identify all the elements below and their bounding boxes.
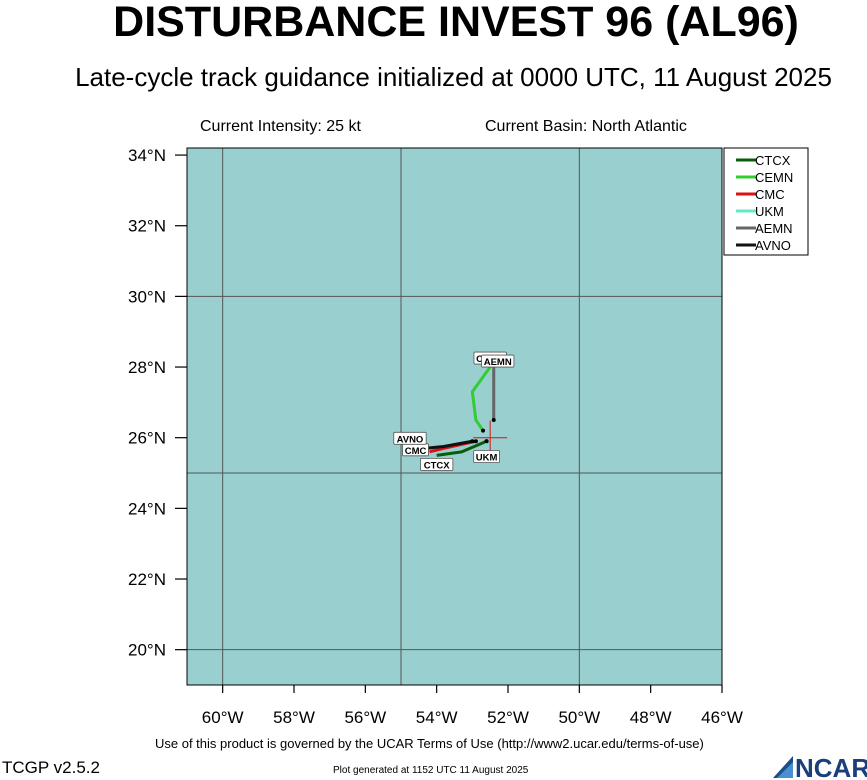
- track-ctcx: [436, 439, 488, 457]
- x-tick-label: 48°W: [630, 708, 672, 727]
- track-avno: [425, 439, 473, 450]
- track-start-marker: [470, 439, 475, 444]
- legend-label-ukm: UKM: [755, 204, 784, 219]
- x-tick-label: 60°W: [202, 708, 244, 727]
- track-end-label: AVNO: [397, 434, 424, 445]
- legend-label-cemn: CEMN: [755, 170, 793, 185]
- track-start-marker: [491, 418, 496, 423]
- track-end-label: CMC: [405, 446, 427, 457]
- track-end-label: UKM: [476, 453, 498, 464]
- ncar-logo: NCAR: [773, 753, 867, 780]
- x-tick-label: 56°W: [344, 708, 386, 727]
- current-basin-label: Current Basin: North Atlantic: [485, 118, 687, 135]
- track-end-label: CTCX: [424, 460, 451, 471]
- track-cemn: [470, 366, 492, 432]
- x-tick-label: 58°W: [273, 708, 315, 727]
- track-end-label-box: [473, 450, 500, 463]
- legend-box: [723, 147, 809, 256]
- map-axes: 60°W 58°W 56°W 54°W 52°W 50°W 48°W 46°W 20°N 22°N…: [128, 146, 743, 727]
- y-tick-label: 22°N: [128, 570, 166, 589]
- map-plot-area: [186, 147, 723, 686]
- chart-title: DISTURBANCE INVEST 96 (AL96): [113, 0, 799, 46]
- legend-label-aemn: AEMN: [755, 221, 793, 236]
- legend-label-avno: AVNO: [755, 238, 791, 253]
- track-end-label-box: [420, 457, 454, 471]
- y-tick-label: 20°N: [128, 641, 166, 660]
- track-end-label-box: [393, 431, 427, 445]
- ocean-background: [187, 148, 722, 685]
- ncar-logo-text: NCAR: [795, 753, 867, 780]
- generated-timestamp: Plot generated at 1152 UTC 11 August 202…: [333, 765, 529, 776]
- x-tick-label: 54°W: [416, 708, 458, 727]
- plot-border: [186, 147, 723, 686]
- y-tick-label: 30°N: [128, 287, 166, 306]
- track-end-label: AEMN: [484, 357, 512, 368]
- track-start-marker: [484, 439, 489, 444]
- track-start-marker: [473, 439, 478, 444]
- current-intensity-label: Current Intensity: 25 kt: [200, 118, 361, 135]
- legend: CTCX CEMN CMC UKM AEMN AVNO: [723, 147, 809, 256]
- legend-label-cmc: CMC: [755, 187, 785, 202]
- terms-of-use: Use of this product is governed by the U…: [155, 736, 704, 751]
- y-tick-label: 24°N: [128, 499, 166, 518]
- track-end-label-box: [481, 354, 515, 368]
- y-tick-label: 34°N: [128, 146, 166, 165]
- track-start-marker: [481, 428, 486, 433]
- x-tick-label: 46°W: [701, 708, 743, 727]
- y-tick-label: 32°N: [128, 217, 166, 236]
- version-label: TCGP v2.5.2: [2, 758, 100, 777]
- chart-subtitle: Late-cycle track guidance initialized at…: [75, 62, 832, 92]
- y-tick-label: 26°N: [128, 429, 166, 448]
- x-tick-label: 52°W: [487, 708, 529, 727]
- y-tick-label: 28°N: [128, 358, 166, 377]
- legend-label-ctcx: CTCX: [755, 153, 791, 168]
- x-tick-label: 50°W: [558, 708, 600, 727]
